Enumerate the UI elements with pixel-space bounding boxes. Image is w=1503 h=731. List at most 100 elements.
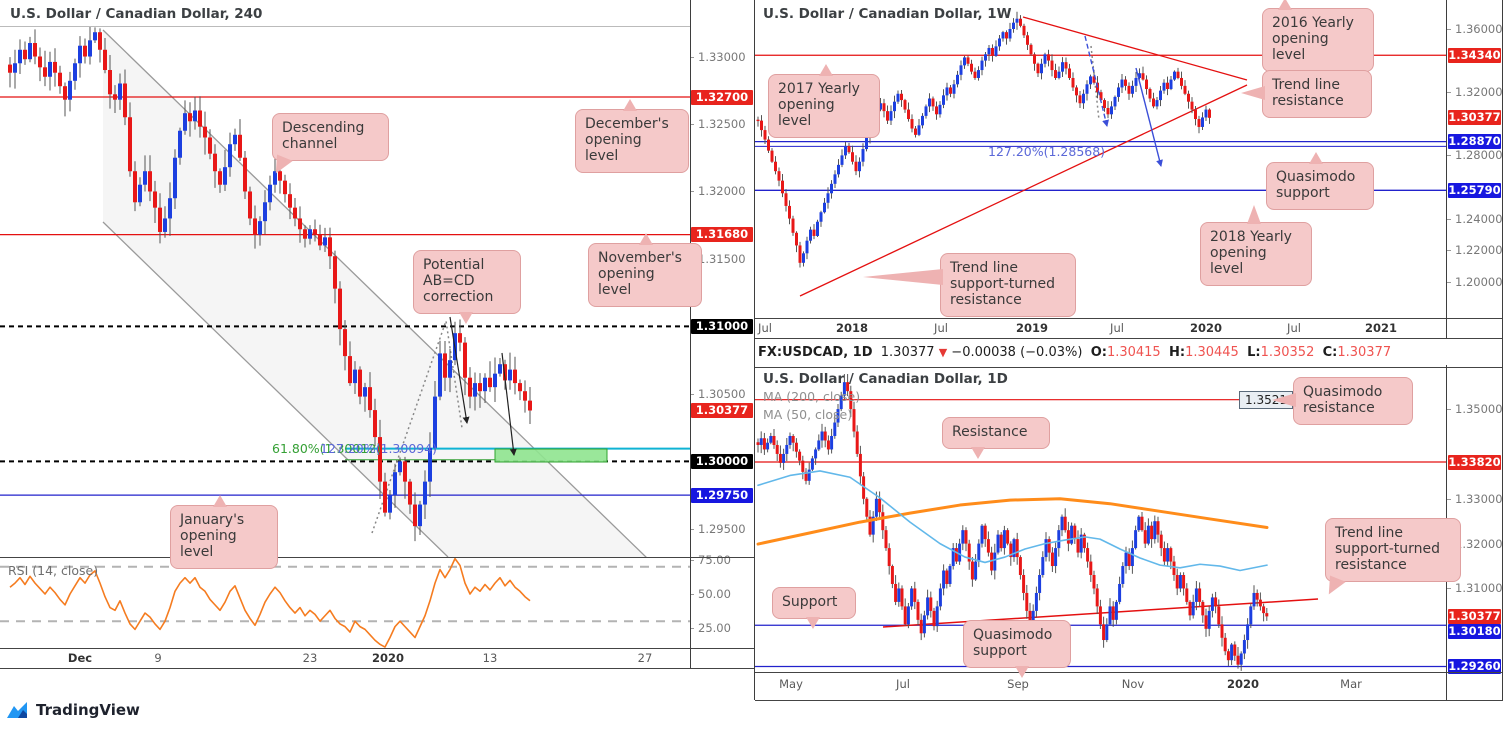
- ma-200-line: [756, 497, 1269, 546]
- callout-w-trendline-resistance: Trend line resistance: [1241, 70, 1372, 118]
- callout-november-opening: November's opening level: [588, 233, 702, 307]
- axis-tick: 1.32000: [1455, 536, 1503, 551]
- panel-divider: [755, 367, 1503, 368]
- price-change: −0.00038 (−0.03%): [951, 345, 1083, 360]
- axis-tick: 1.31500: [698, 251, 746, 266]
- w1-candles: [756, 11, 1211, 268]
- panel-divider: [755, 672, 1503, 673]
- panel-divider: [1446, 0, 1447, 338]
- axis-tick: 1.30500: [698, 386, 746, 401]
- panel-divider: [755, 700, 1503, 701]
- h4-price-axis[interactable]: 1.33000 1.32500 1.32000 1.31500 1.30500 1.295…: [690, 0, 755, 668]
- callout-tail: [1278, 0, 1293, 10]
- rsi-line: [9, 557, 531, 648]
- callout-tail: [1247, 205, 1262, 224]
- daily-chart-title: U.S. Dollar / Canadian Dollar, 1D: [763, 371, 1008, 387]
- price-badge-1.31680: 1.31680: [691, 227, 753, 243]
- rsi-axis-tick: 75.00: [698, 553, 731, 567]
- panel-divider: [0, 648, 755, 649]
- price-badge-1.28870: 1.28870: [1448, 134, 1501, 150]
- axis-tick: 1.20000: [1455, 274, 1503, 289]
- time-label: Dec: [67, 651, 93, 665]
- callout-d-trendline-support: Trend line support-turned resistance: [1323, 518, 1461, 599]
- axis-tick: 1.24000: [1455, 211, 1503, 226]
- time-label: Sep: [1007, 677, 1029, 691]
- callout-tail: [639, 233, 654, 245]
- time-label: Mar: [1340, 677, 1362, 691]
- axis-tick: 1.22000: [1455, 243, 1503, 258]
- fib-level-label: 61.80%(1.30012): [272, 441, 382, 456]
- time-label: 2018: [835, 321, 869, 335]
- time-label: 2019: [1015, 321, 1049, 335]
- panel-divider: [0, 557, 755, 558]
- tradingview-logo-text: TradingView: [36, 701, 140, 719]
- h4-plot-area[interactable]: [0, 0, 690, 557]
- callout-tail: [1014, 665, 1029, 678]
- axis-tick: 1.32500: [698, 116, 746, 131]
- fib-level-label: 127.20%(1.28568): [988, 144, 1106, 159]
- tradingview-logo[interactable]: TradingView: [6, 701, 140, 719]
- price-badge-1.30000: 1.30000: [691, 453, 753, 469]
- w1-plot-area[interactable]: [755, 0, 1447, 318]
- arrow-annotation: [1135, 67, 1163, 167]
- callout-y2018-opening: 2018 Yearly opening level: [1200, 205, 1312, 286]
- rsi-indicator-label[interactable]: RSI (14, close): [8, 563, 99, 578]
- callout-d-quasimodo-resistance: Quasimodo resistance: [1272, 377, 1413, 425]
- arrow-annotation: [449, 316, 470, 424]
- callout-tail: [970, 446, 985, 459]
- callout-potential-abcd: Potential AB=CD correction: [413, 250, 521, 324]
- price-badge-1.33820: 1.33820: [1448, 454, 1501, 470]
- callout-descending-channel: Descending channel: [270, 113, 389, 178]
- price-badge-1.25790: 1.25790: [1448, 182, 1501, 198]
- symbol-name[interactable]: FX:USDCAD, 1D: [758, 345, 873, 360]
- axis-tick: 1.32000: [698, 184, 746, 199]
- callout-d-support: Support: [772, 587, 856, 629]
- callout-tail: [1309, 152, 1324, 164]
- last-price: 1.30377: [880, 345, 935, 360]
- open-label: O:: [1090, 345, 1107, 360]
- tradingview-logo-icon: [7, 702, 27, 718]
- time-label: Jul: [896, 677, 910, 691]
- close-label: C:: [1322, 345, 1338, 360]
- ma-50-line: [757, 470, 1268, 572]
- open-value: 1.30415: [1106, 345, 1161, 360]
- arrow-annotation: [501, 352, 517, 456]
- time-label: May: [779, 677, 803, 691]
- target-zone-box: [494, 448, 608, 463]
- panel-divider: [0, 26, 690, 27]
- callout-tail: [805, 616, 820, 629]
- time-label: 2020: [1189, 321, 1223, 335]
- rsi-pane[interactable]: [0, 557, 690, 648]
- callout-tail: [1272, 392, 1296, 407]
- weekly-chart-title: U.S. Dollar / Canadian Dollar, 1W: [763, 6, 1012, 22]
- price-badge-1.30377: 1.30377: [1448, 608, 1501, 624]
- price-badge-1.30180: 1.30180: [1448, 623, 1501, 639]
- panel-divider: [755, 318, 1503, 319]
- ma200-legend[interactable]: MA (200, close): [763, 389, 861, 404]
- time-label: 2021: [1364, 321, 1398, 335]
- ma50-legend[interactable]: MA (50, close): [763, 407, 853, 422]
- callout-january-opening: January's opening level: [170, 495, 278, 569]
- h4-chart-title: U.S. Dollar / Canadian Dollar, 240: [10, 6, 263, 22]
- time-label: 27: [637, 651, 653, 665]
- time-label: Nov: [1121, 677, 1145, 691]
- axis-tick: 1.29500: [698, 521, 746, 536]
- panel-divider: [690, 0, 691, 668]
- callout-tail: [863, 268, 943, 285]
- d1-plot-area[interactable]: [755, 365, 1447, 672]
- callout-w-quasimodo-support: Quasimodo support: [1266, 152, 1374, 210]
- axis-tick: 1.35000: [1455, 402, 1503, 417]
- axis-tick: 1.33000: [1455, 491, 1503, 506]
- low-label: L:: [1247, 345, 1261, 360]
- callout-d-resistance: Resistance: [942, 417, 1050, 459]
- callout-tail: [623, 99, 638, 111]
- price-badge-1.29260: 1.29260: [1448, 658, 1501, 674]
- arrow-annotation: [1084, 35, 1109, 127]
- rsi-axis-tick: 50.00: [698, 587, 731, 601]
- price-badge-1.32700: 1.32700: [691, 89, 753, 105]
- w1-price-axis[interactable]: 1.36000 1.32000 1.28000 1.24000 1.22000 1.200…: [1447, 0, 1503, 338]
- callout-tail: [213, 495, 228, 507]
- callout-tail: [1241, 85, 1265, 100]
- panel-divider: [0, 668, 755, 669]
- time-label: 23: [302, 651, 318, 665]
